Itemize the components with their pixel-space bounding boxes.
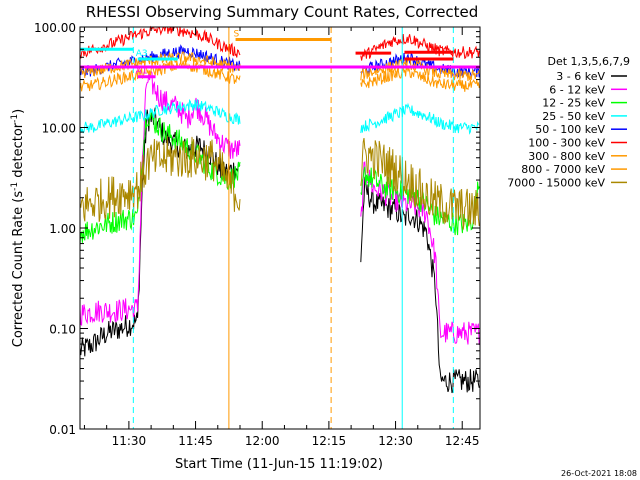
flags-layer: S A1 A3 <box>80 30 480 79</box>
x-ticks: 11:30 11:45 12:00 12:15 12:30 12:45 <box>83 27 480 448</box>
x-axis-label: Start Time (11-Jun-15 11:19:02) <box>175 457 383 472</box>
legend-label: 50 - 100 keV <box>535 123 605 136</box>
x-tick-label: 11:45 <box>178 434 213 448</box>
legend-label: 800 - 7000 keV <box>521 163 605 176</box>
y-ticks: 100.00 10.00 1.00 0.10 0.01 <box>34 21 480 437</box>
y-tick-label: 100.00 <box>34 21 76 35</box>
y-axis-label-part: Corrected Count Rate (s <box>11 191 26 348</box>
x-tick-label: 12:45 <box>445 434 480 448</box>
series-line <box>79 98 480 135</box>
legend-label: 7000 - 15000 keV <box>507 176 605 189</box>
chart-title: RHESSI Observing Summary Count Rates, Co… <box>86 3 479 21</box>
y-axis-label: Corrected Count Rate (s-1 detector-1) <box>10 109 26 347</box>
y-axis-label-sup: -1 <box>10 182 20 191</box>
x-tick-label: 12:30 <box>378 434 413 448</box>
y-tick-label: 0.10 <box>49 323 76 337</box>
y-tick-label: 1.00 <box>49 222 76 236</box>
legend-label: 25 - 50 keV <box>542 110 605 123</box>
legend-label: 6 - 12 keV <box>549 83 605 96</box>
y-axis-label-sup: -1 <box>10 114 20 123</box>
y-tick-label: 0.01 <box>49 423 76 437</box>
x-tick-label: 12:00 <box>245 434 280 448</box>
flag-label: A3 <box>136 49 148 59</box>
x-tick-label: 11:30 <box>112 434 147 448</box>
y-axis-label-part: ) <box>11 109 26 114</box>
legend-label: 12 - 25 keV <box>542 97 605 110</box>
flag-label: S <box>234 30 240 40</box>
y-axis-label-part: detector <box>11 122 26 182</box>
legend-title: Det 1,3,5,6,7,9 <box>547 55 630 68</box>
legend-label: 100 - 300 keV <box>528 137 605 150</box>
series-layer <box>79 25 480 394</box>
vertical-lines <box>79 27 454 429</box>
flag-label: A1 <box>136 67 148 77</box>
series-line <box>79 136 480 230</box>
y-tick-label: 10.00 <box>42 122 76 136</box>
legend-label: 3 - 6 keV <box>556 70 605 83</box>
legend-label: 300 - 800 keV <box>528 150 605 163</box>
timestamp: 26-Oct-2021 18:08 <box>561 469 637 478</box>
x-tick-label: 12:15 <box>312 434 347 448</box>
series-line <box>79 60 480 92</box>
series-line <box>79 25 480 61</box>
